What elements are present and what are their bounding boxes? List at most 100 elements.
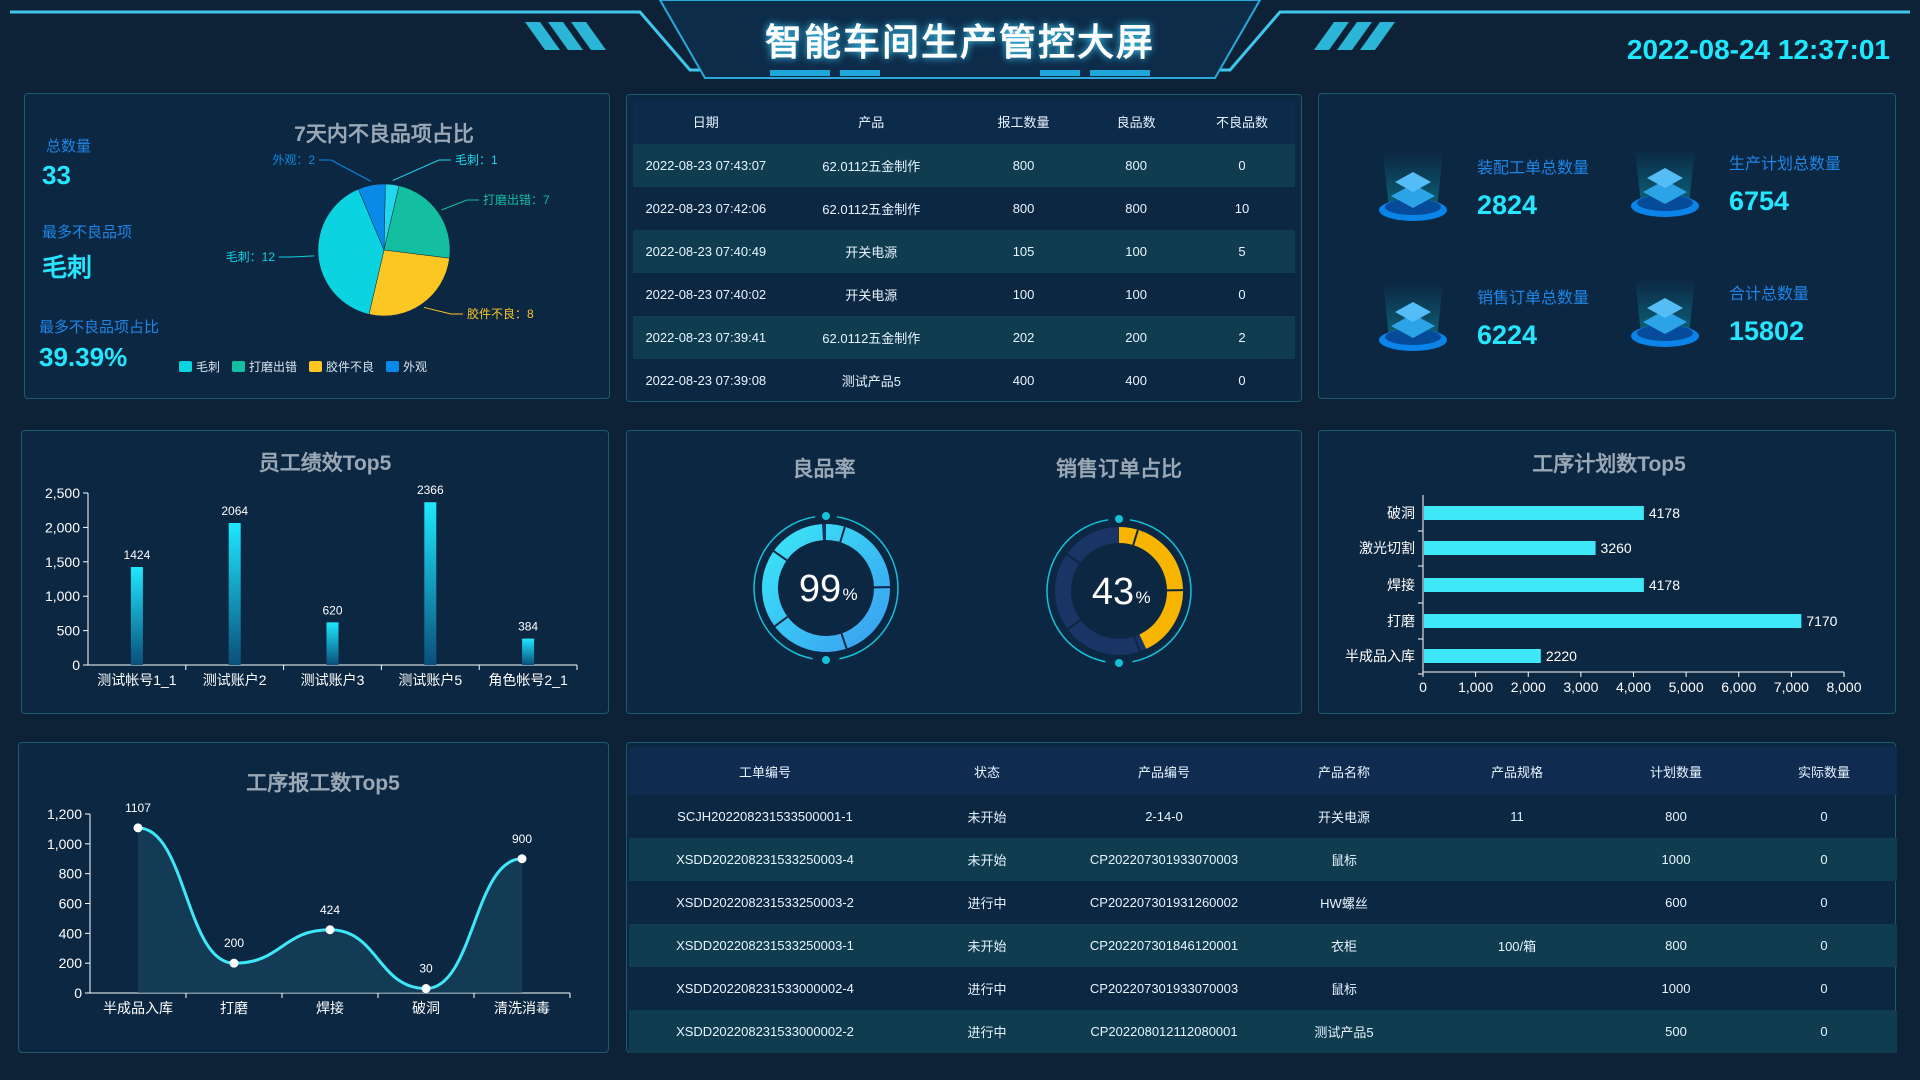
- x-tick-label: 2,000: [1511, 679, 1546, 695]
- column-header: 报工数量: [963, 99, 1084, 144]
- table-row[interactable]: 2022-08-23 07:39:08 测试产品5 400 400 0: [633, 359, 1295, 402]
- table-cell: 2022-08-23 07:43:07: [633, 144, 779, 187]
- data-label: 620: [322, 603, 342, 617]
- bar: [1424, 506, 1644, 520]
- legend-item[interactable]: 打磨出错: [232, 358, 297, 375]
- column-header: 产品编号: [1073, 747, 1255, 795]
- table-row[interactable]: 2022-08-23 07:40:49 开关电源 105 100 5: [633, 230, 1295, 273]
- bar: [522, 638, 535, 665]
- table-cell: 500: [1601, 1010, 1751, 1053]
- y-tick-label: 600: [59, 896, 83, 912]
- data-label: 7170: [1806, 613, 1837, 629]
- gauge-separator: [1067, 618, 1082, 631]
- stat-card: 生产计划总数量 6754: [1631, 149, 1871, 217]
- employee-chart-title: 员工绩效Top5: [258, 452, 392, 475]
- table-cell: 2022-08-23 07:40:49: [633, 230, 779, 273]
- table-cell: 未开始: [901, 838, 1073, 881]
- data-point: [325, 925, 335, 935]
- column-header: 不良品数: [1189, 99, 1295, 144]
- table-row[interactable]: 2022-08-23 07:40:02 开关电源 100 100 0: [633, 273, 1295, 316]
- table-cell: 2022-08-23 07:42:06: [645, 201, 767, 216]
- table-row[interactable]: SCJH202208231533500001-1 未开始 2-14-0 开关电源 11 8…: [629, 795, 1897, 838]
- pie-legend: 毛刺 打磨出错 胶件不良 外观: [179, 358, 427, 375]
- defects-title: 7天内不良品项占比: [294, 123, 474, 146]
- report-table: 日期 产品 报工数量 良品数 不良品数 2022-08-23 07:43:07 62.01…: [633, 99, 1295, 402]
- table-cell: 100: [1083, 230, 1190, 273]
- table-cell: [1433, 838, 1601, 881]
- table-row[interactable]: XSDD202208231533000002-4 进行中 CP20220730193…: [629, 967, 1897, 1010]
- table-row[interactable]: 2022-08-23 07:39:41 62.0112五金制作 202 200 2: [633, 316, 1295, 359]
- bar: [424, 502, 437, 665]
- x-tick-label: 6,000: [1721, 679, 1756, 695]
- table-cell: 0: [1820, 981, 1828, 996]
- gauge-value: 43: [1092, 571, 1134, 613]
- column-header: 良品数: [1083, 99, 1190, 144]
- x-tick-label: 8,000: [1826, 679, 1861, 695]
- bar: [1424, 541, 1596, 555]
- y-tick-label: 1,500: [45, 554, 80, 570]
- table-cell: 未开始: [901, 924, 1073, 967]
- stat-value: 2824: [1477, 190, 1538, 220]
- process-plan-panel: 工序计划数Top5 0 1,000 2,000 3,000 4,000 5,000 6,00…: [1318, 430, 1896, 714]
- table-row[interactable]: XSDD202208231533000002-2 进行中 CP20220801211…: [629, 1010, 1897, 1053]
- table-cell: 600: [1665, 895, 1687, 910]
- table-row[interactable]: XSDD202208231533250003-2 进行中 CP20220730193…: [629, 881, 1897, 924]
- top-item-label: 最多不良品项: [42, 224, 133, 241]
- data-label: 424: [320, 903, 340, 917]
- table-cell: 衣柜: [1255, 924, 1433, 967]
- table-cell: CP202207301931260002: [1089, 895, 1239, 910]
- table-row[interactable]: XSDD202208231533250003-4 未开始 CP20220730193…: [629, 838, 1897, 881]
- pie-label-line: [279, 255, 315, 258]
- table-row[interactable]: 2022-08-23 07:42:06 62.0112五金制作 800 800 10: [633, 187, 1295, 230]
- table-cell: 1000: [1601, 838, 1751, 881]
- x-tick-label: 测试账户3: [301, 672, 365, 688]
- x-tick-label: 1,000: [1458, 679, 1493, 695]
- legend-item[interactable]: 胶件不良: [309, 358, 374, 375]
- top-item-value: 毛刺: [42, 254, 93, 282]
- table-row[interactable]: 2022-08-23 07:43:07 62.0112五金制作 800 800 0: [633, 144, 1295, 187]
- data-label: 900: [512, 832, 532, 846]
- table-cell: 0: [1820, 809, 1828, 824]
- gauge-value-arc: [1118, 527, 1183, 649]
- table-cell: 进行中: [967, 982, 1007, 997]
- layers-icon: [1379, 153, 1447, 221]
- work-orders-table: 工单编号 状态 产品编号 产品名称 产品规格 计划数量 实际数量 SCJH202208231…: [629, 747, 1897, 1053]
- x-tick-label: 7,000: [1774, 679, 1809, 695]
- table-cell: 鼠标: [1330, 982, 1357, 997]
- table-row[interactable]: XSDD202208231533250003-1 未开始 CP20220730184…: [629, 924, 1897, 967]
- legend-item[interactable]: 外观: [386, 358, 427, 375]
- legend-item[interactable]: 毛刺: [179, 358, 220, 375]
- column-header: 工单编号: [629, 747, 901, 795]
- table-header: 工单编号 状态 产品编号 产品名称 产品规格 计划数量 实际数量: [629, 747, 1897, 795]
- data-label: 2220: [1546, 648, 1577, 664]
- yield-rate-title: 良品率: [792, 458, 856, 481]
- y-tick-label: 2,500: [45, 485, 80, 501]
- y-tick-label: 200: [59, 955, 83, 971]
- pie-slice: [358, 183, 386, 251]
- x-tick-label: 焊接: [316, 1000, 344, 1016]
- table-cell: 鼠标: [1255, 838, 1433, 881]
- y-tick-label: 打磨: [1387, 613, 1415, 629]
- data-label: 30: [419, 962, 433, 976]
- table-cell: 2022-08-23 07:40:02: [645, 287, 767, 302]
- process-report-line-chart: 0 200 400 600 800 1,000 1,200 1107 半成品入库 200 打磨 424…: [47, 801, 571, 1016]
- x-tick-label: 5,000: [1669, 679, 1704, 695]
- table-cell: 62.0112五金制作: [778, 144, 964, 187]
- page-title: 智能车间生产管控大屏: [765, 22, 1155, 63]
- column-header: 日期: [633, 99, 779, 144]
- table-cell: 0: [1238, 287, 1246, 302]
- gauge-dot: [822, 512, 830, 520]
- stat-card: 销售订单总数量 6224: [1379, 283, 1619, 351]
- process-plan-bar-chart: 0 1,000 2,000 3,000 4,000 5,000 6,000 7,000 8,00…: [1345, 495, 1862, 695]
- work-orders-panel: 工单编号 状态 产品编号 产品名称 产品规格 计划数量 实际数量 SCJH202208231…: [626, 742, 1897, 1053]
- x-tick-label: 3,000: [1563, 679, 1598, 695]
- layers-icon: [1631, 279, 1699, 347]
- table-cell: CP202207301846120001: [1073, 924, 1255, 967]
- data-label: 3260: [1601, 540, 1632, 556]
- gauges: 99% 43%: [753, 512, 1192, 667]
- table-cell: 0: [1751, 924, 1897, 967]
- table-cell: 开关电源: [1317, 810, 1370, 825]
- y-tick-label: 800: [59, 866, 83, 882]
- table-cell: CP202208012112080001: [1073, 1010, 1255, 1053]
- process-plan-title: 工序计划数Top5: [1532, 453, 1686, 476]
